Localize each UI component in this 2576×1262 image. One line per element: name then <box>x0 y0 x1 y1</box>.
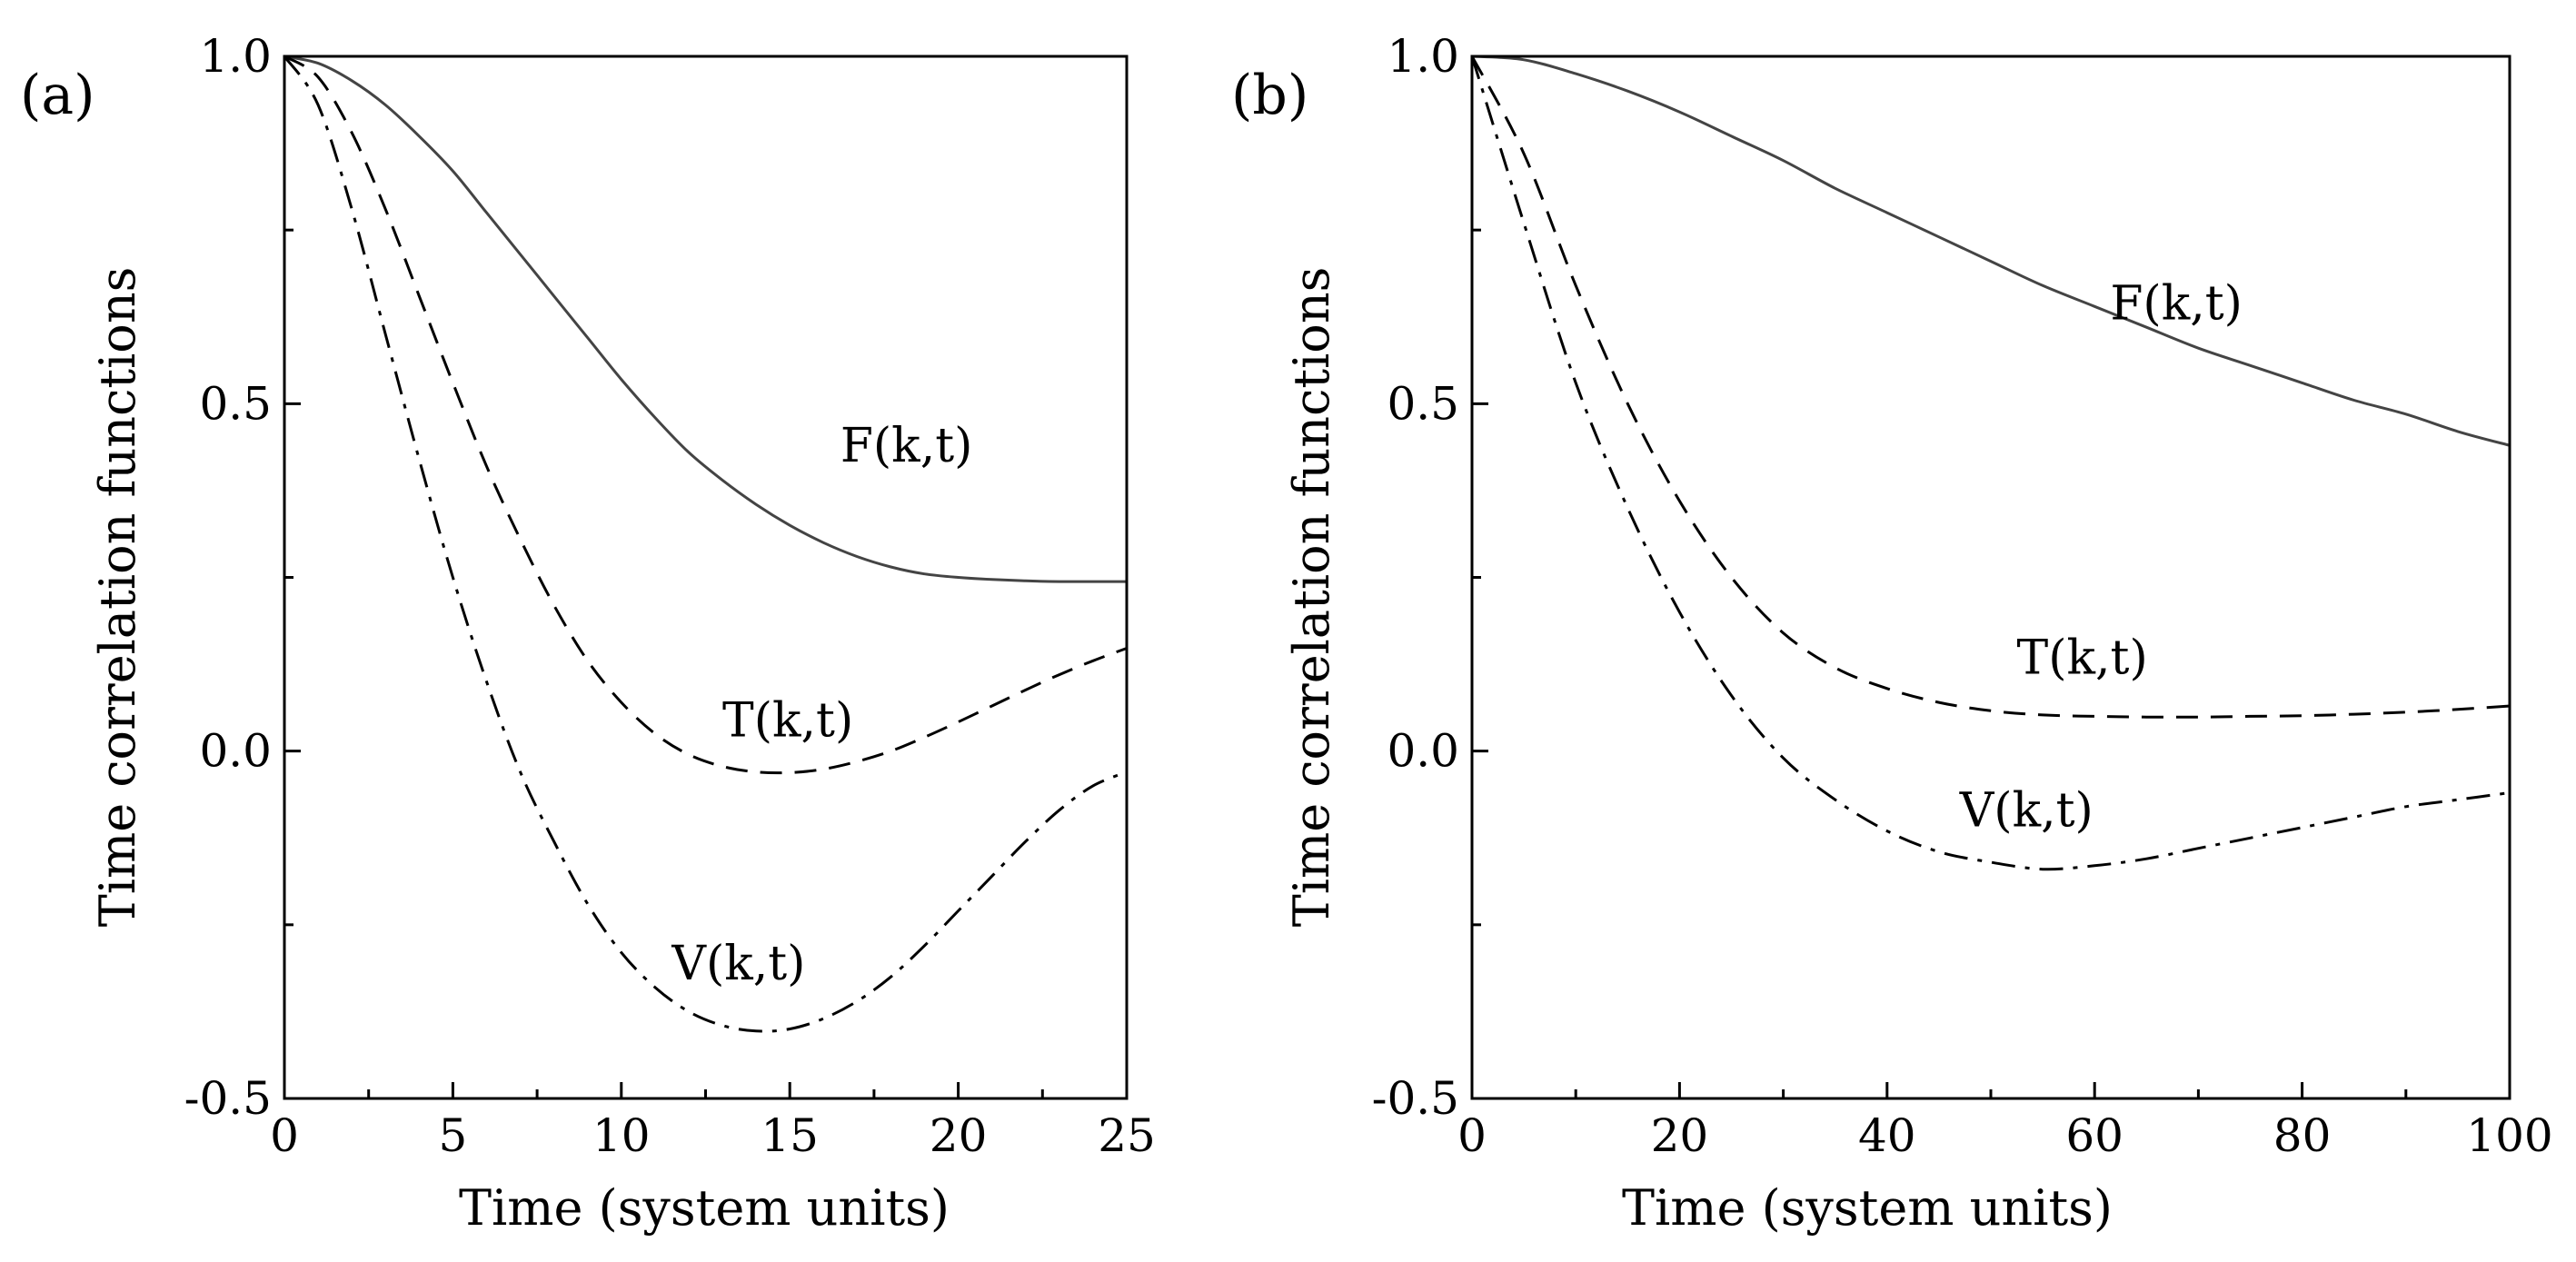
series-line-b-v-k-t <box>1470 55 2511 871</box>
y-tick-label-b: 1.0 <box>1387 30 1459 83</box>
y-tick-label-a: -0.5 <box>184 1072 272 1125</box>
x-tick-label-b: 100 <box>2466 1109 2552 1162</box>
series-label-b-v-k-t: V(k,t) <box>1959 784 2094 839</box>
x-axis-title-a: Time (system units) <box>459 1179 950 1237</box>
curve-label-group-a: F(k,t) T(k,t) V(k,t) <box>671 419 972 991</box>
x-tick-label-a: 5 <box>438 1109 467 1162</box>
x-tick-label-a: 15 <box>761 1109 819 1162</box>
chart-panel-a: (a) Time correlation functions Time (sys… <box>20 30 1156 1237</box>
curve-group-b <box>1470 55 2511 871</box>
x-axis-title-b: Time (system units) <box>1622 1179 2113 1237</box>
y-tick-label-b: -0.5 <box>1372 1072 1459 1125</box>
series-line-a-v-k-t <box>283 55 1128 1033</box>
chart-panel-b: (b) Time correlation functions Time (sys… <box>1231 30 2553 1237</box>
tick-group-a: 0 5 10 15 20 25 -0.5 0.0 0.5 1.0 <box>184 30 1156 1162</box>
series-line-a-f-k-t <box>283 55 1127 583</box>
series-label-b-f-k-t: F(k,t) <box>2110 276 2243 331</box>
curve-group-a <box>283 55 1128 1033</box>
series-label-b-t-k-t: T(k,t) <box>2017 631 2148 685</box>
x-tick-label-b: 60 <box>2065 1109 2123 1162</box>
x-tick-label-a: 0 <box>270 1109 299 1162</box>
y-tick-label-b: 0.0 <box>1387 725 1459 778</box>
plot-frame-b <box>1470 55 2511 1100</box>
series-line-a-t-k-t <box>283 55 1128 775</box>
x-tick-label-a: 10 <box>592 1109 651 1162</box>
series-line-b-t-k-t <box>1470 55 2511 719</box>
panel-label-b: (b) <box>1231 64 1308 127</box>
series-label-a-v-k-t: V(k,t) <box>671 937 805 991</box>
tick-group-b: 0 20 40 60 80 100 -0.5 0.0 0.5 1.0 <box>1372 30 2553 1162</box>
y-tick-label-b: 0.5 <box>1387 377 1459 430</box>
series-label-a-f-k-t: F(k,t) <box>840 419 973 473</box>
y-tick-label-a: 0.5 <box>199 377 272 430</box>
series-label-a-t-k-t: T(k,t) <box>722 693 853 748</box>
y-axis-title-a: Time correlation functions <box>89 267 146 928</box>
x-tick-label-b: 0 <box>1457 1109 1487 1162</box>
x-tick-label-a: 20 <box>930 1109 988 1162</box>
y-tick-label-a: 0.0 <box>199 725 272 778</box>
curve-label-group-b: F(k,t) T(k,t) V(k,t) <box>1959 276 2243 838</box>
x-tick-label-a: 25 <box>1098 1109 1156 1162</box>
plot-frame-a <box>283 55 1129 1100</box>
y-axis-title-b: Time correlation functions <box>1283 267 1340 928</box>
x-tick-label-b: 40 <box>1858 1109 1916 1162</box>
panel-label-a: (a) <box>20 64 95 127</box>
x-tick-label-b: 80 <box>2273 1109 2332 1162</box>
y-tick-label-a: 1.0 <box>199 30 272 83</box>
series-line-b-f-k-t <box>1471 55 2511 447</box>
x-tick-label-b: 20 <box>1651 1109 1709 1162</box>
